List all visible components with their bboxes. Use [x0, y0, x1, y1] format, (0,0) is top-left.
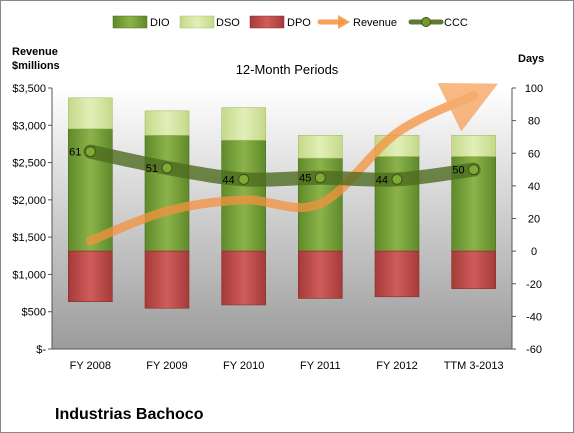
y-left-tick-label-6: $3,000 — [12, 120, 46, 132]
ccc-data-label-5: 50 — [452, 165, 464, 177]
bar-dpo-3 — [298, 250, 343, 299]
ccc-line — [83, 144, 481, 187]
revenue-line — [85, 82, 498, 246]
ccc-point-1 — [161, 162, 173, 174]
bar-dso-2 — [221, 107, 266, 141]
y-left-tick-label-4: $2,000 — [12, 195, 46, 207]
x-tick-label-1: FY 2009 — [146, 360, 187, 372]
legend-label-dpo: DPO — [287, 17, 311, 29]
y-right-tick-label-3: 0 — [531, 246, 537, 258]
bar-dio-1 — [144, 135, 190, 252]
bar-dpo-1 — [144, 250, 190, 309]
ccc-point-3 — [314, 172, 326, 184]
y-right-tick-label-6: 60 — [528, 148, 540, 160]
x-tick-label-2: FY 2010 — [223, 360, 264, 372]
y-right-tick-label-8: 100 — [525, 83, 543, 95]
ccc-data-label-0: 61 — [69, 147, 81, 159]
legend-swatch-dio — [112, 15, 148, 29]
y-left-tick-label-0: $- — [36, 344, 46, 356]
legend-swatch-dso — [179, 15, 215, 29]
ccc-data-label-3: 45 — [299, 173, 311, 185]
ccc-data-label-2: 44 — [222, 174, 234, 186]
ccc-point-2 — [238, 173, 250, 185]
y-right-label: Days — [518, 53, 544, 65]
revenue-layer — [85, 82, 498, 246]
y-right-tick-label-2: -20 — [526, 279, 542, 291]
bar-dso-0 — [68, 97, 113, 130]
y-right-tick-label-0: -60 — [526, 344, 542, 356]
bar-dio-4 — [374, 156, 420, 252]
bar-dso-3 — [298, 135, 343, 159]
ccc-point-5 — [468, 164, 480, 176]
legend-label-ccc: CCC — [444, 17, 468, 29]
y-right-tick-label-7: 80 — [528, 116, 540, 128]
ccc-layer: 61 51 44 45 44 50 — [69, 144, 481, 187]
y-left-tick-label-5: $2,500 — [12, 158, 46, 170]
bar-dpo-5 — [451, 250, 496, 289]
legend-swatch-dpo — [249, 15, 285, 29]
bar-dpo-0 — [68, 250, 113, 302]
bar-dso-1 — [144, 110, 190, 136]
legend: DIO DSO DPO Revenue CCC — [112, 15, 468, 29]
y-right-tick-label-5: 40 — [528, 181, 540, 193]
company-name: Industrias Bachoco — [55, 406, 204, 423]
bar-dso-5 — [451, 135, 496, 157]
plot-area — [52, 88, 512, 349]
ccc-data-label-1: 51 — [146, 163, 158, 175]
x-tick-label-5: TTM 3-2013 — [444, 360, 504, 372]
bar-dpo-4 — [374, 250, 420, 298]
bar-dpo-2 — [221, 250, 266, 306]
x-tick-label-4: FY 2012 — [376, 360, 417, 372]
y-right-tick-label-1: -40 — [526, 311, 542, 323]
legend-label-revenue: Revenue — [353, 17, 397, 29]
chart-title: 12-Month Periods — [236, 62, 339, 77]
y-right-tick-label-4: 20 — [528, 214, 540, 226]
y-left-tick-label-1: $500 — [22, 307, 46, 319]
axes-layer: $- $500 $1,000 $1,500 $2,000 $2,500 $3,000 $3,5… — [12, 83, 543, 372]
x-tick-label-0: FY 2008 — [70, 360, 111, 372]
legend-label-dso: DSO — [216, 17, 240, 29]
y-left-tick-label-2: $1,000 — [12, 269, 46, 281]
y-left-tick-label-3: $1,500 — [12, 232, 46, 244]
ccc-point-4 — [391, 173, 403, 185]
legend-swatch-ccc — [408, 17, 444, 27]
y-left-tick-label-7: $3,500 — [12, 83, 46, 95]
x-tick-label-3: FY 2011 — [300, 360, 341, 372]
legend-swatch-revenue — [317, 15, 350, 29]
y-left-label-line1: Revenue — [12, 46, 58, 58]
ccc-point-0 — [84, 146, 96, 158]
ccc-data-label-4: 44 — [376, 174, 388, 186]
legend-label-dio: DIO — [150, 17, 170, 29]
y-left-label-line2: $millions — [12, 60, 60, 72]
